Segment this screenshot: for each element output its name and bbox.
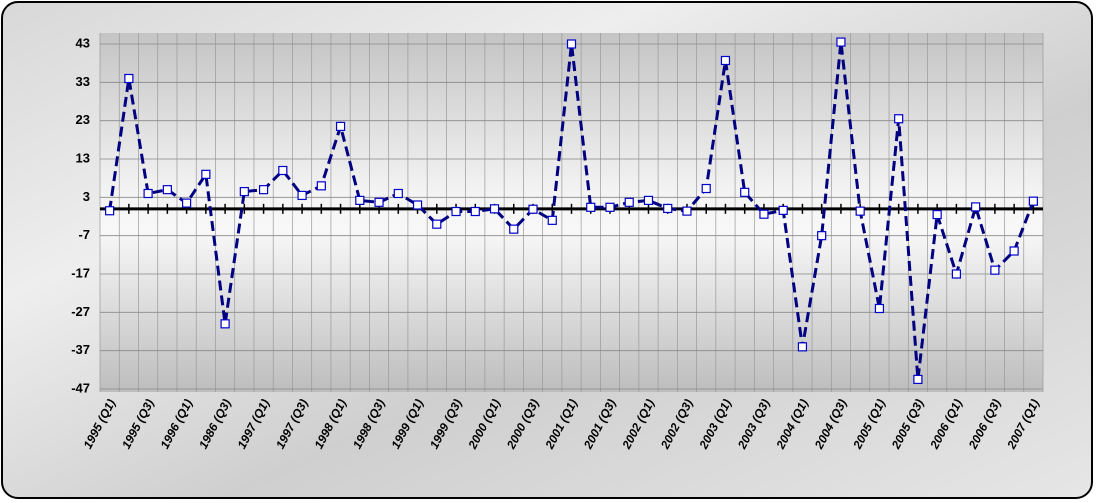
- y-tick-label: 3: [83, 189, 90, 204]
- point-marker: [239, 186, 249, 197]
- point-marker: [932, 209, 942, 220]
- point-marker: [355, 195, 365, 205]
- point-marker: [412, 200, 423, 210]
- point-marker: [278, 165, 288, 176]
- point-marker: [643, 195, 654, 205]
- y-tick-label: -27: [71, 304, 90, 319]
- point-marker: [990, 265, 1000, 275]
- point-marker: [470, 206, 480, 217]
- point-marker: [720, 55, 731, 66]
- point-marker: [374, 197, 384, 207]
- point-marker: [663, 203, 673, 214]
- point-marker: [701, 183, 711, 194]
- y-tick-label: -47: [71, 380, 90, 395]
- point-marker: [432, 219, 442, 229]
- point-marker: [855, 206, 865, 216]
- point-marker: [951, 269, 961, 279]
- point-marker: [105, 206, 115, 216]
- point-marker: [528, 204, 538, 214]
- point-marker: [740, 187, 750, 197]
- point-marker: [335, 121, 346, 132]
- point-marker: [124, 73, 134, 84]
- y-tick-label: -17: [71, 265, 90, 280]
- point-marker: [682, 206, 692, 216]
- point-marker: [393, 188, 403, 199]
- y-tick-label: 13: [76, 150, 90, 165]
- point-marker: [509, 224, 519, 234]
- point-marker: [605, 202, 615, 212]
- point-marker: [162, 185, 172, 195]
- point-marker: [778, 205, 788, 215]
- point-marker: [451, 206, 461, 217]
- y-tick-label: 23: [76, 112, 90, 127]
- point-marker: [566, 39, 577, 49]
- point-marker: [913, 374, 923, 385]
- point-marker: [547, 215, 557, 225]
- y-tick-label: 33: [76, 74, 90, 89]
- point-marker: [220, 319, 230, 329]
- point-marker: [797, 342, 808, 352]
- point-marker: [182, 198, 192, 208]
- y-tick-label: -7: [78, 227, 90, 242]
- point-marker: [201, 169, 211, 179]
- point-marker: [836, 37, 846, 47]
- y-tick-label: -37: [71, 342, 90, 357]
- point-marker: [874, 303, 885, 314]
- point-marker: [489, 204, 500, 214]
- point-marker: [894, 114, 904, 124]
- point-marker: [624, 197, 634, 207]
- point-marker: [316, 181, 326, 191]
- point-marker: [297, 190, 307, 201]
- point-marker: [258, 185, 269, 195]
- point-marker: [1009, 246, 1019, 256]
- point-marker: [143, 188, 153, 199]
- y-tick-label: 43: [76, 35, 90, 50]
- point-marker: [971, 202, 981, 212]
- point-marker: [817, 231, 827, 241]
- point-marker: [1028, 196, 1038, 206]
- point-marker: [759, 209, 769, 219]
- point-marker: [586, 202, 596, 212]
